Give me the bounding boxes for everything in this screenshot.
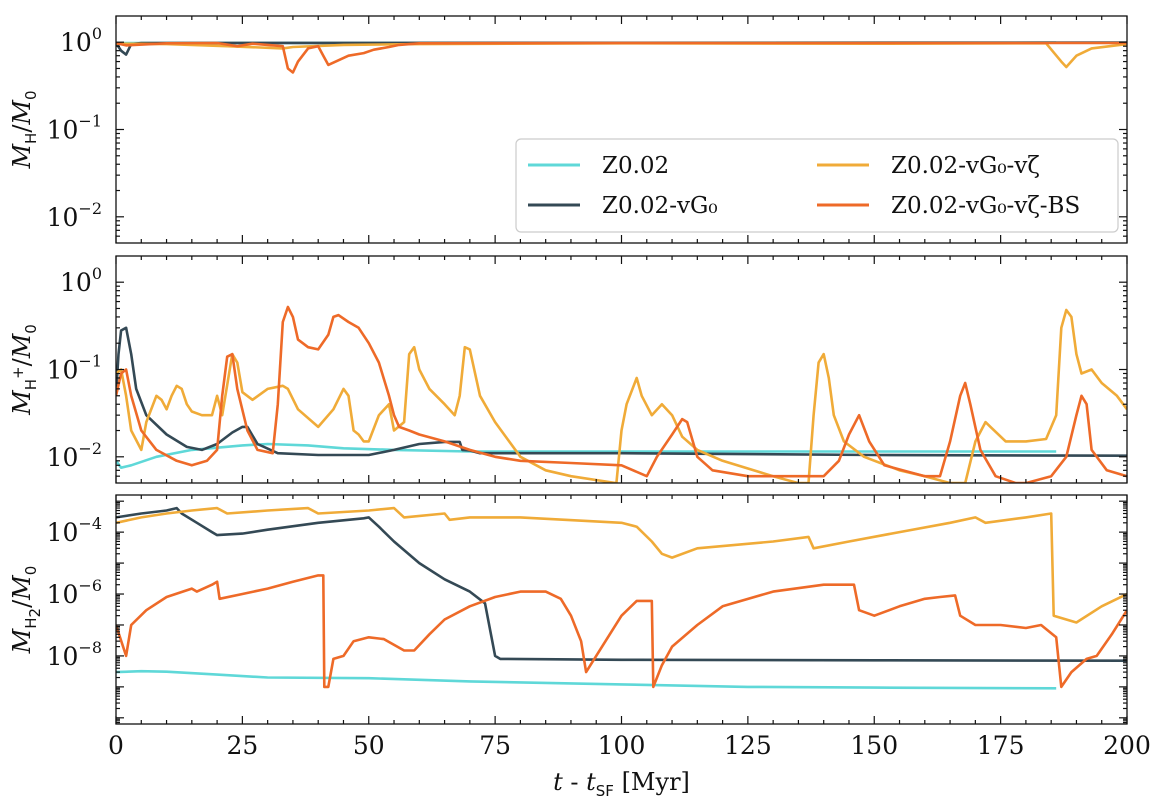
series-line-Z0.02-vG0-vzeta bbox=[116, 506, 1127, 624]
legend: Z0.02 Z0.02-vG₀-vζ Z0.02-vG₀ Z0.02-vG₀-vζ-B… bbox=[515, 138, 1119, 233]
panel-3-series bbox=[116, 506, 1127, 690]
x-tick-label: 125 bbox=[724, 731, 772, 760]
x-tick-label: 100 bbox=[598, 731, 646, 760]
panel-2-series bbox=[116, 305, 1127, 483]
legend-box bbox=[515, 138, 1119, 233]
series-line-Z0.02 bbox=[116, 669, 1057, 690]
y-axis-label: MH2/M0 bbox=[8, 566, 44, 655]
legend-label-Z0.02-vG0: Z0.02-vG₀ bbox=[602, 193, 718, 219]
series-line-Z0.02-vG0-vzeta-BS bbox=[116, 41, 1127, 74]
y-tick-label: 10−6 bbox=[47, 576, 102, 609]
y-tick-label: 10−4 bbox=[47, 514, 102, 547]
series-line-Z0.02-vG0-vzeta-BS bbox=[116, 305, 1127, 483]
y-tick-label: 10−2 bbox=[47, 439, 102, 472]
y-axis-label: MH/M0 bbox=[8, 90, 40, 169]
panel-2: 100 10−1 10−2MH+/M0 bbox=[8, 255, 1128, 484]
panel-1: 100 10−1 10−2MH/M0 bbox=[8, 15, 1128, 244]
x-tick-label: 75 bbox=[479, 731, 511, 760]
y-tick-label: 10−2 bbox=[47, 199, 102, 232]
legend-label-Z0.02: Z0.02 bbox=[602, 153, 669, 179]
x-tick-label: 25 bbox=[226, 731, 258, 760]
legend-label-Z0.02-vG0-vzeta: Z0.02-vG₀-vζ bbox=[891, 153, 1040, 179]
series-line-Z0.02-vG0-vzeta bbox=[116, 42, 1127, 69]
y-tick-label: 100 bbox=[60, 24, 102, 57]
series-line-Z0.02-vG0 bbox=[116, 506, 1127, 662]
series-line-Z0.02-vG0-vzeta-BS bbox=[116, 574, 1127, 689]
y-tick-label: 100 bbox=[60, 264, 102, 297]
x-tick-label: 175 bbox=[977, 731, 1025, 760]
x-tick-label: 200 bbox=[1103, 731, 1151, 760]
y-tick-label: 10−1 bbox=[47, 352, 102, 385]
series-line-Z0.02 bbox=[116, 442, 1057, 469]
x-axis-label: t - tSF [Myr] bbox=[553, 768, 690, 800]
x-tick-label: 0 bbox=[108, 731, 124, 760]
panel-1-series bbox=[116, 41, 1127, 74]
x-tick-label: 150 bbox=[850, 731, 898, 760]
series-line-Z0.02-vG0-vzeta bbox=[116, 308, 1127, 483]
legend-label-Z0.02-vG0-vzeta-BS: Z0.02-vG₀-vζ-BS bbox=[891, 193, 1080, 219]
y-tick-label: 10−1 bbox=[47, 112, 102, 145]
series-line-Z0.02-vG0 bbox=[116, 41, 1127, 56]
x-tick-label: 50 bbox=[353, 731, 385, 760]
y-tick-label: 10−8 bbox=[47, 638, 102, 671]
y-axis-label: MH+/M0 bbox=[8, 324, 40, 416]
series-line-Z0.02-vG0 bbox=[116, 326, 1127, 457]
